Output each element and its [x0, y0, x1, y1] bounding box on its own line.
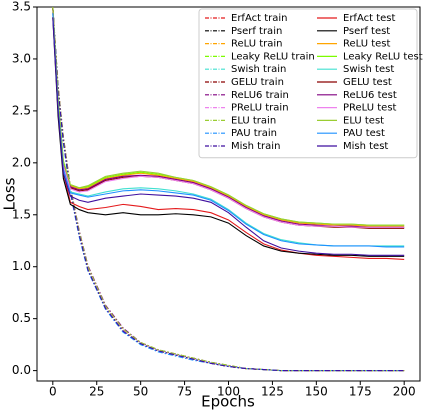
legend-label: ReLU6 test: [343, 90, 397, 101]
y-tick-label: 0.0: [12, 363, 31, 377]
y-tick-label: 3.0: [12, 51, 31, 65]
legend-label: ELU test: [343, 115, 384, 126]
legend-label: Mish test: [343, 141, 388, 152]
legend-label: GELU test: [343, 77, 392, 88]
legend-label: ELU train: [231, 115, 276, 126]
legend-label: ReLU6 train: [231, 90, 289, 101]
x-tick-label: 125: [261, 385, 284, 399]
y-tick-label: 2.5: [12, 103, 31, 117]
legend-label: PAU train: [231, 128, 277, 139]
legend-label: ErfAct test: [343, 13, 395, 24]
y-tick-label: 3.5: [12, 0, 31, 14]
legend-label: PReLU train: [231, 103, 289, 114]
y-tick-label: 2.0: [12, 155, 31, 169]
series-line: [52, 12, 405, 260]
legend-label: GELU train: [231, 77, 284, 88]
x-tick-label: 25: [89, 385, 104, 399]
x-tick-label: 50: [133, 385, 148, 399]
y-tick-label: 1.0: [12, 259, 31, 273]
legend-label: Swish test: [343, 64, 394, 75]
x-tick-label: 100: [217, 385, 240, 399]
legend-label: ErfAct train: [231, 13, 288, 24]
x-tick-label: 200: [393, 385, 416, 399]
x-tick-label: 150: [305, 385, 328, 399]
series-line: [52, 17, 405, 257]
y-tick-label: 1.5: [12, 207, 31, 221]
legend-label: Leaky ReLU train: [231, 51, 315, 62]
series-line: [52, 13, 405, 248]
x-tick-label: 75: [177, 385, 192, 399]
legend-label: Mish train: [231, 141, 280, 152]
series-line: [52, 10, 405, 228]
legend-label: Swish train: [231, 64, 286, 75]
y-tick-label: 0.5: [12, 311, 31, 325]
x-axis-label: Epochs: [201, 393, 255, 411]
legend-label: PReLU test: [343, 103, 397, 114]
series-line: [52, 7, 405, 226]
x-tick-label: 175: [349, 385, 372, 399]
legend-box: [198, 8, 418, 159]
legend-label: ReLU test: [343, 39, 391, 50]
legend-label: PAU test: [343, 128, 385, 139]
legend-label: Pserf train: [231, 26, 282, 37]
legend-label: Leaky ReLU test: [343, 51, 423, 62]
legend-label: Pserf test: [343, 26, 390, 37]
series-line: [52, 7, 405, 227]
legend-label: ReLU train: [231, 39, 283, 50]
series-line: [52, 17, 405, 256]
y-axis-label: Loss: [1, 177, 19, 210]
x-tick-label: 0: [49, 385, 57, 399]
series-line: [52, 7, 405, 372]
